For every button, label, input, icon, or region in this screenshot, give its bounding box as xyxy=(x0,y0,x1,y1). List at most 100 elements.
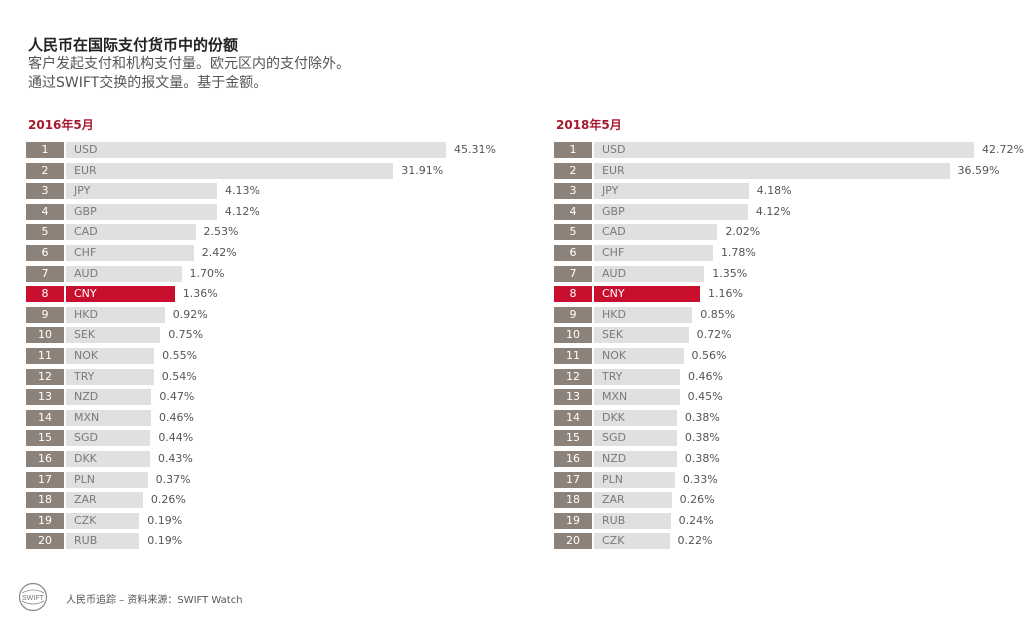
value-label: 0.47% xyxy=(159,390,195,404)
bar-zar xyxy=(66,492,143,509)
currency-code-label: PLN xyxy=(74,472,95,486)
rank-label: 1 xyxy=(26,142,64,158)
value-label: 45.31% xyxy=(454,143,496,156)
value-label: 4.12% xyxy=(224,204,260,218)
bar-rub xyxy=(66,533,140,550)
currency-code-label: NZD xyxy=(602,452,627,465)
rank-label: 13 xyxy=(554,389,592,406)
rank-label: 2 xyxy=(26,162,64,179)
bar-pln xyxy=(594,471,675,488)
rank-label: 12 xyxy=(554,368,592,385)
rank-label: 10 xyxy=(26,327,64,344)
currency-code-label: NOK xyxy=(602,349,627,362)
value-label: 31.91% xyxy=(401,163,444,177)
rank-label: 16 xyxy=(554,451,592,467)
value-label: 2.42% xyxy=(201,246,237,259)
currency-code-label: CHF xyxy=(74,246,97,259)
bar-pln xyxy=(66,471,148,488)
chart-subtitle-line-2: 通过SWIFT交换的报文量。基于金额。 xyxy=(28,75,268,91)
rank-label: 11 xyxy=(26,348,64,364)
currency-code-label: CHF xyxy=(602,246,625,259)
currency-code-label: SGD xyxy=(74,431,98,445)
currency-code-label: DKK xyxy=(74,452,97,465)
value-label: 36.59% xyxy=(957,163,1000,177)
value-label: 0.26% xyxy=(150,493,186,507)
bar-chf xyxy=(594,245,713,261)
currency-code-label: MXN xyxy=(74,410,100,424)
currency-code-label: RUB xyxy=(602,513,626,527)
bar-aud xyxy=(594,265,705,282)
rank-label: 3 xyxy=(26,183,64,200)
rank-label: 20 xyxy=(554,533,592,550)
bar-eur xyxy=(66,162,394,179)
currency-code-label: JPY xyxy=(74,184,91,198)
bar-usd xyxy=(594,142,974,158)
currency-code-label: PLN xyxy=(602,472,623,486)
rank-label: 6 xyxy=(554,245,592,261)
value-label: 0.19% xyxy=(147,534,183,548)
rank-label: 15 xyxy=(554,430,592,447)
rank-label: 18 xyxy=(554,492,592,509)
rank-label: 3 xyxy=(554,183,592,200)
rank-label: 1 xyxy=(554,142,592,158)
currency-code-label: JPY xyxy=(602,184,619,198)
value-label: 0.38% xyxy=(684,431,720,445)
bar-chart-2016: 1 USD 45.31% 2 EUR 31.91% 3 JPY 4.13% 4 GBP 4.12% 5 C… xyxy=(26,142,526,562)
value-label: 1.70% xyxy=(189,266,225,280)
bar-aud xyxy=(66,265,182,282)
bar-sek xyxy=(66,327,161,344)
rank-label: 8 xyxy=(554,286,592,303)
bar-dkk xyxy=(66,451,150,467)
rank-label: 4 xyxy=(554,203,592,220)
currency-code-label: ZAR xyxy=(602,493,625,507)
currency-code-label: CAD xyxy=(602,225,626,239)
value-label: 2.02% xyxy=(725,225,761,239)
currency-code-label: NZD xyxy=(74,390,99,404)
currency-code-label: RUB xyxy=(74,534,98,548)
value-label: 0.46% xyxy=(159,410,194,424)
bar-nzd xyxy=(66,389,152,406)
currency-code-label: SEK xyxy=(74,328,96,342)
bar-chart-2018: 1 USD 42.72% 2 EUR 36.59% 3 JPY 4.18% 4 GBP 4.12% 5 C… xyxy=(554,142,1030,562)
value-label: 0.19% xyxy=(147,513,183,527)
bar-sgd xyxy=(66,430,151,447)
bar-sek xyxy=(594,327,689,344)
bar-mxn xyxy=(66,409,152,426)
value-label: 1.78% xyxy=(720,246,756,259)
currency-code-label: AUD xyxy=(602,266,627,280)
rank-label: 17 xyxy=(554,471,592,488)
rank-label: 19 xyxy=(26,512,64,529)
bar-jpy xyxy=(66,183,218,200)
currency-code-label: CNY xyxy=(74,287,97,301)
value-label: 0.92% xyxy=(172,307,208,321)
bar-rub xyxy=(594,512,671,529)
currency-code-label: USD xyxy=(74,143,98,156)
currency-code-label: CZK xyxy=(74,513,97,527)
bar-zar xyxy=(594,492,672,509)
bar-nzd xyxy=(594,451,677,467)
bar-usd xyxy=(66,142,446,158)
bar-gbp xyxy=(66,203,217,220)
rank-label: 16 xyxy=(26,451,64,467)
bar-czk xyxy=(594,533,670,550)
currency-code-label: CAD xyxy=(74,225,98,239)
rank-label: 6 xyxy=(26,245,64,261)
bar-cad xyxy=(66,224,196,241)
rank-label: 2 xyxy=(554,162,592,179)
rank-label: 14 xyxy=(554,409,592,426)
bar-dkk xyxy=(594,409,677,426)
rank-label: 20 xyxy=(26,533,64,550)
value-label: 42.72% xyxy=(982,143,1024,156)
currency-code-label: TRY xyxy=(74,369,95,383)
value-label: 0.38% xyxy=(684,410,720,424)
currency-code-label: GBP xyxy=(74,204,97,218)
chart-subtitle-line-1: 客户发起支付和机构支付量。欧元区内的支付除外。 xyxy=(28,56,350,72)
rank-label: 4 xyxy=(26,203,64,220)
rank-label: 5 xyxy=(554,224,592,241)
bar-czk xyxy=(66,512,140,529)
value-label: 0.38% xyxy=(684,452,720,465)
chart-header: 人民币在国际支付货币中的份额 客户发起支付和机构支付量。欧元区内的支付除外。 通… xyxy=(28,36,628,93)
value-label: 0.22% xyxy=(677,534,713,548)
rank-label: 15 xyxy=(26,430,64,447)
value-label: 2.53% xyxy=(203,225,239,239)
